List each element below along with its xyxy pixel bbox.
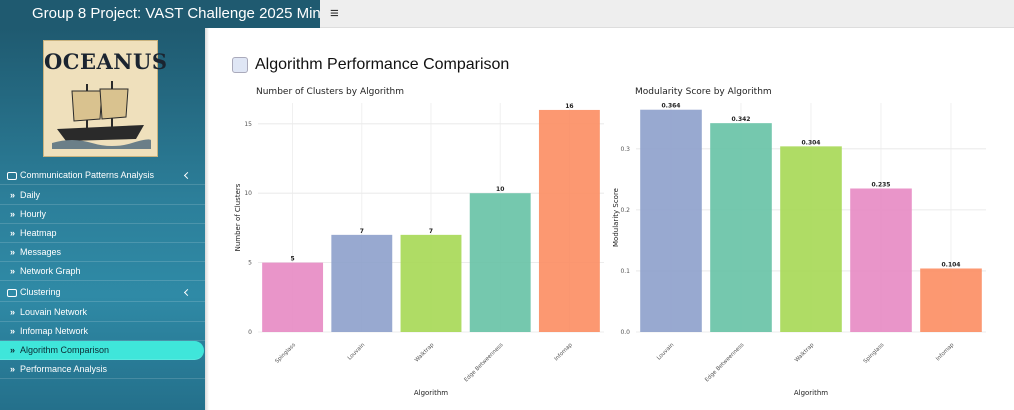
data-label: 5 bbox=[291, 256, 295, 263]
x-tick-label: Spinglass bbox=[274, 342, 297, 365]
y-tick-label: 15 bbox=[244, 121, 252, 128]
heading-icon bbox=[232, 57, 248, 73]
logo-ship bbox=[52, 81, 151, 149]
y-tick-label: 5 bbox=[248, 260, 252, 267]
x-tick-label: Infomap bbox=[935, 342, 956, 363]
bar bbox=[262, 262, 324, 332]
x-tick-label: Spinglass bbox=[863, 342, 886, 365]
sidebar: OCEANUS Communication Patterns AnalysisD… bbox=[0, 28, 205, 410]
menu-section[interactable]: Clustering bbox=[0, 283, 205, 302]
data-label: 7 bbox=[429, 228, 433, 235]
y-tick-label: 10 bbox=[244, 190, 252, 197]
logo-text: OCEANUS bbox=[44, 49, 168, 74]
x-tick-label: Infomap bbox=[554, 342, 575, 363]
bar bbox=[640, 109, 702, 332]
data-label: 16 bbox=[565, 103, 573, 110]
menu-item[interactable]: Performance Analysis bbox=[0, 360, 205, 379]
x-tick-label: Louvain bbox=[347, 342, 367, 362]
data-label: 0.364 bbox=[662, 103, 681, 110]
app-title: Group 8 Project: VAST Challenge 2025 Min… bbox=[0, 0, 320, 28]
data-label: 0.235 bbox=[872, 181, 891, 188]
bar bbox=[710, 123, 772, 332]
bar bbox=[538, 109, 600, 332]
x-tick-label: Walktrap bbox=[794, 342, 816, 364]
menu-toggle[interactable]: ≡ bbox=[330, 5, 339, 22]
x-tick-label: Walktrap bbox=[414, 342, 436, 364]
y-tick-label: 0 bbox=[248, 329, 252, 336]
x-axis-title: Algorithm bbox=[414, 389, 448, 397]
divider bbox=[205, 28, 209, 410]
menu-section[interactable]: Communication Patterns Analysis bbox=[0, 166, 205, 185]
y-axis-title: Modularity Score bbox=[612, 188, 620, 247]
chart-title: Modularity Score by Algorithm bbox=[635, 87, 772, 97]
y-tick-label: 0.3 bbox=[620, 146, 630, 153]
chart-title: Number of Clusters by Algorithm bbox=[256, 87, 404, 97]
y-axis-title: Number of Clusters bbox=[234, 183, 242, 251]
x-tick-label: Edge Betweenness bbox=[463, 342, 504, 383]
bar bbox=[331, 234, 393, 332]
x-tick-label: Louvain bbox=[656, 342, 676, 362]
data-label: 0.104 bbox=[942, 261, 961, 268]
bar bbox=[400, 234, 462, 332]
data-label: 10 bbox=[496, 186, 504, 193]
x-tick-label: Edge Betweenness bbox=[704, 342, 745, 383]
y-tick-label: 0.1 bbox=[620, 268, 630, 275]
page-heading: Algorithm Performance Comparison bbox=[255, 56, 510, 73]
data-label: 0.304 bbox=[802, 139, 821, 146]
top-bar: ≡ bbox=[320, 0, 1014, 28]
bar bbox=[469, 193, 531, 332]
data-label: 7 bbox=[360, 228, 364, 235]
data-label: 0.342 bbox=[732, 116, 751, 123]
logo: OCEANUS bbox=[43, 40, 168, 157]
y-tick-label: 0.2 bbox=[620, 207, 630, 214]
y-tick-label: 0.0 bbox=[620, 329, 630, 336]
bar bbox=[920, 268, 982, 332]
x-axis-title: Algorithm bbox=[794, 389, 828, 397]
bar bbox=[850, 188, 912, 332]
menu-item[interactable]: Network Graph bbox=[0, 262, 205, 281]
bar bbox=[780, 146, 842, 332]
